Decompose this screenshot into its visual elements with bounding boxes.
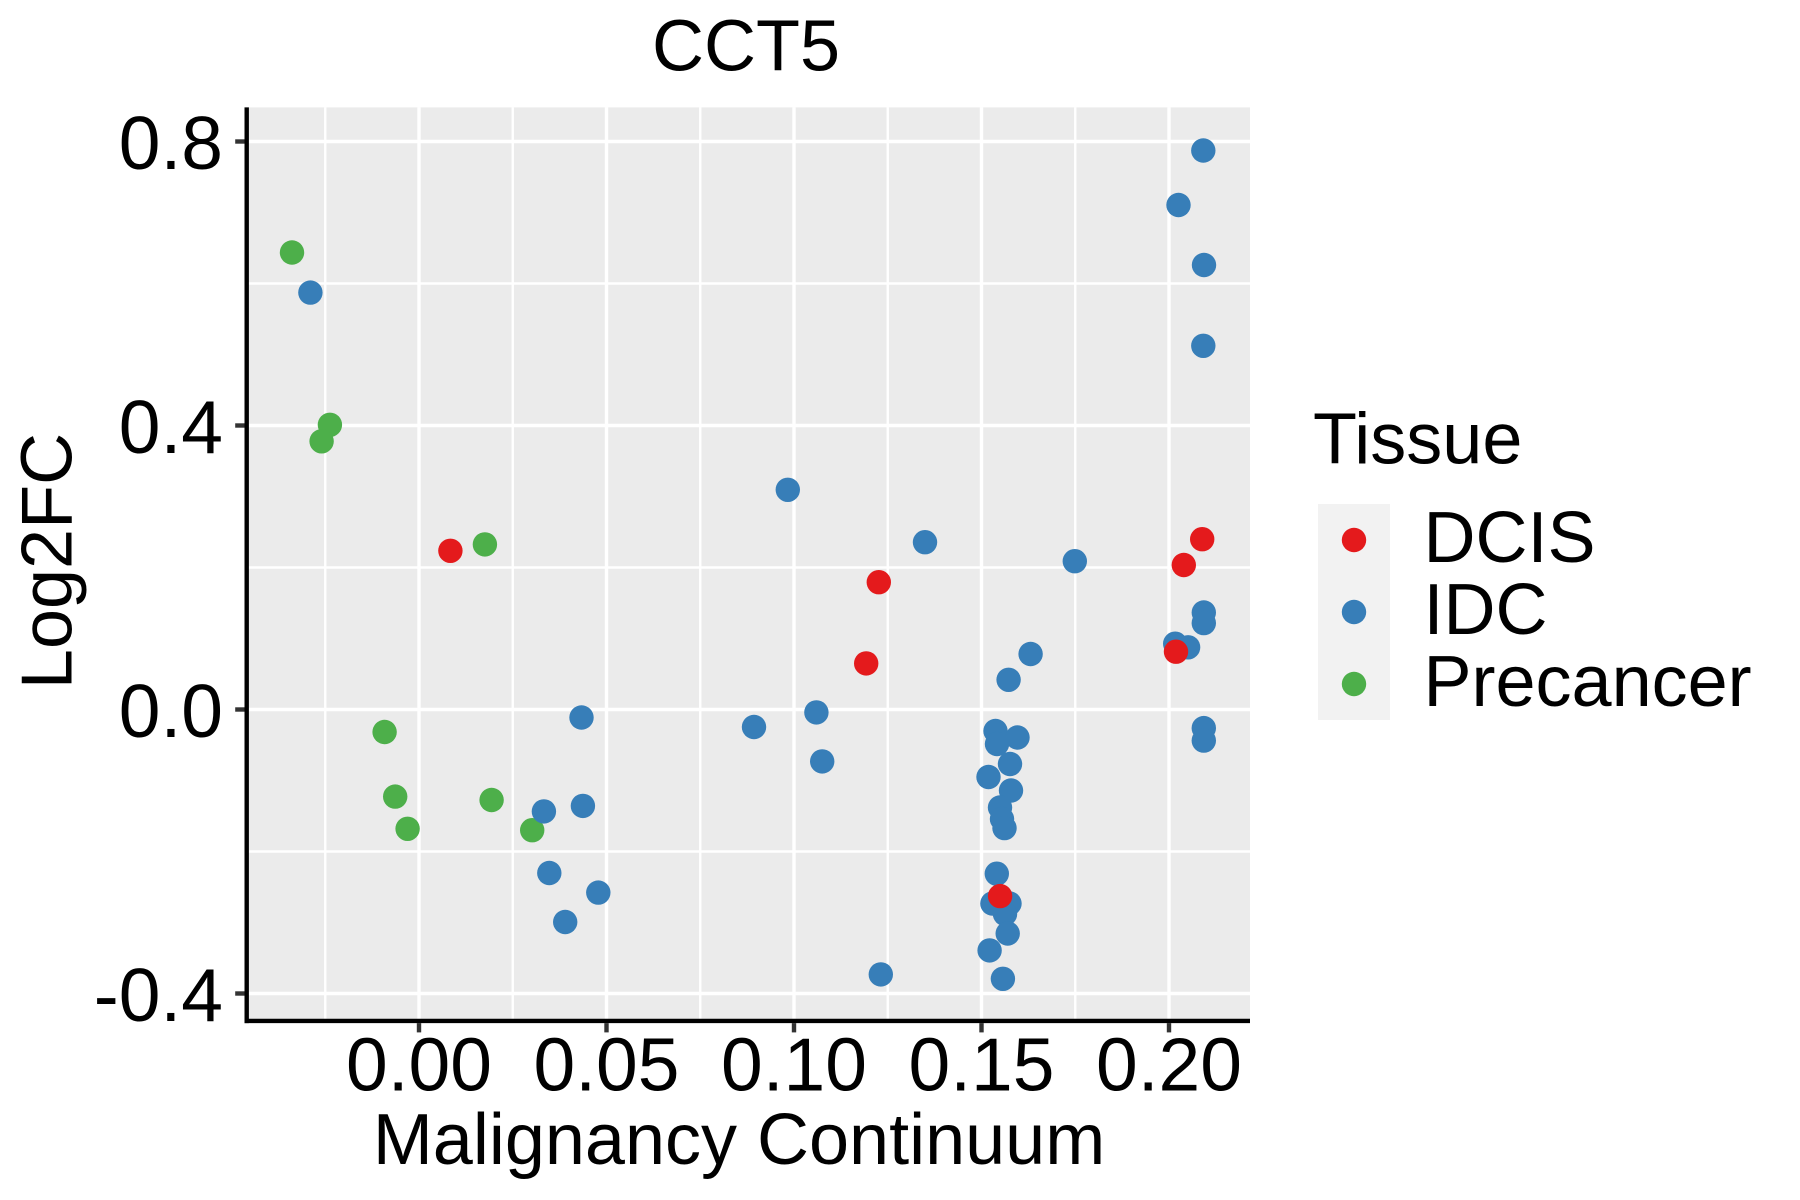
- svg-text:Log2FC: Log2FC: [8, 433, 88, 689]
- svg-text:0.10: 0.10: [721, 1023, 867, 1107]
- svg-text:0.20: 0.20: [1096, 1023, 1242, 1107]
- svg-text:0.4: 0.4: [119, 385, 223, 469]
- svg-text:0.0: 0.0: [119, 669, 223, 753]
- svg-text:-0.4: -0.4: [94, 953, 223, 1037]
- svg-text:Tissue: Tissue: [1313, 400, 1522, 480]
- svg-text:IDC: IDC: [1424, 570, 1548, 650]
- svg-text:0.8: 0.8: [119, 101, 223, 185]
- svg-text:Precancer: Precancer: [1424, 642, 1752, 722]
- svg-text:0.00: 0.00: [346, 1023, 492, 1107]
- svg-text:Malignancy Continuum: Malignancy Continuum: [373, 1100, 1105, 1180]
- svg-text:DCIS: DCIS: [1424, 498, 1596, 578]
- svg-text:0.05: 0.05: [534, 1023, 680, 1107]
- svg-text:0.15: 0.15: [909, 1023, 1055, 1107]
- svg-text:CCT5: CCT5: [652, 7, 840, 87]
